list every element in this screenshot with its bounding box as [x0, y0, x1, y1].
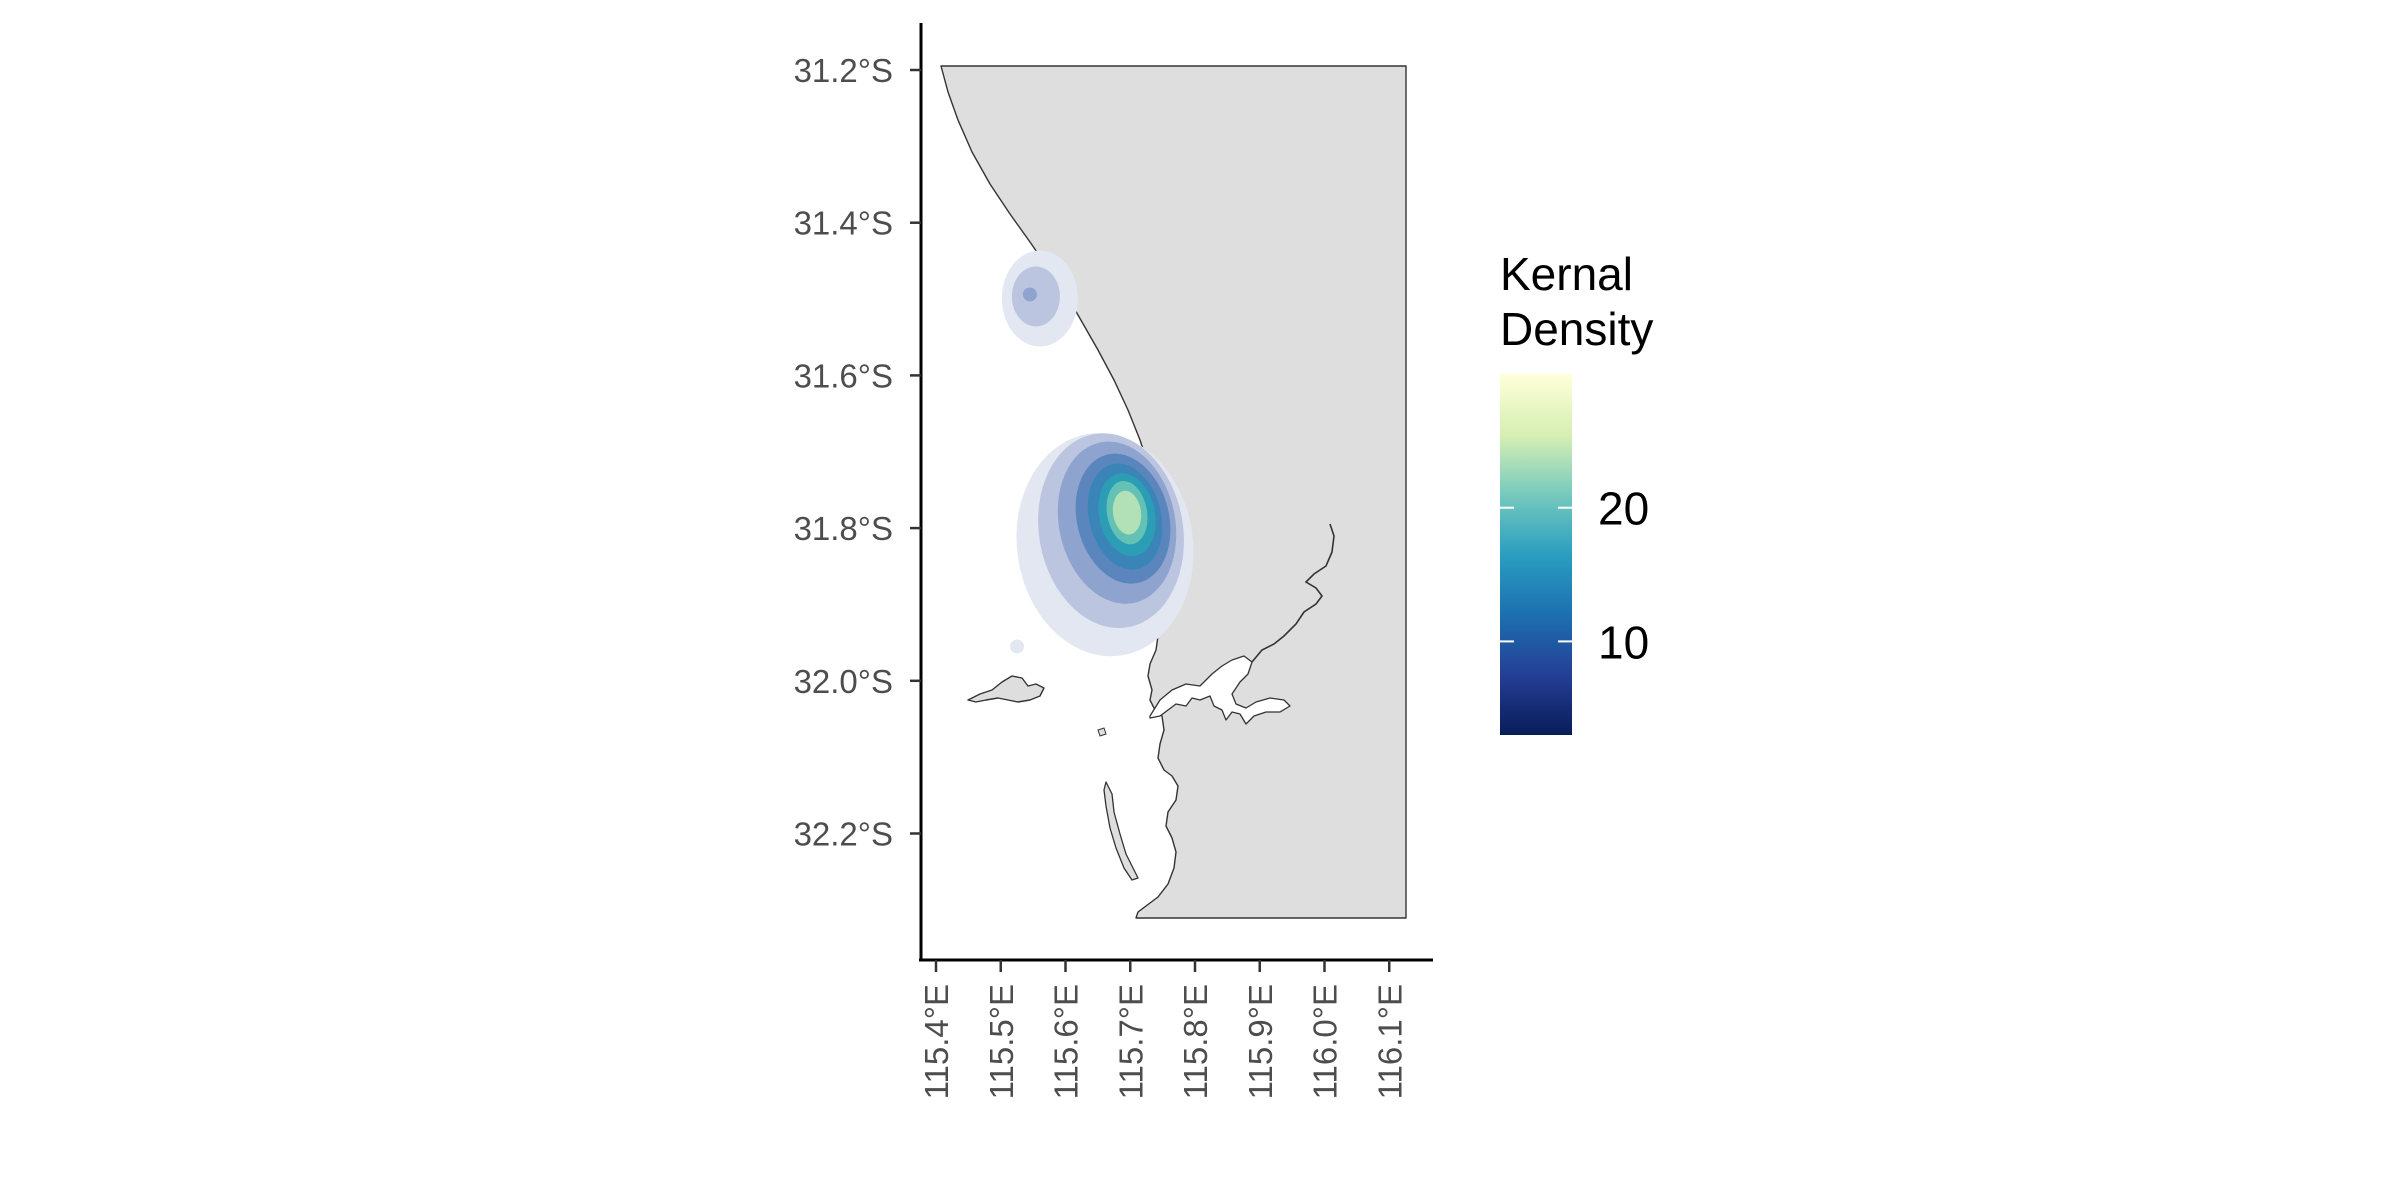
y-tick-label: 31.8°S: [794, 510, 893, 547]
y-tick-label: 32.0°S: [794, 663, 893, 700]
river-estuary: [1149, 655, 1291, 725]
x-tick-label: 115.8°E: [1177, 984, 1214, 1099]
x-tick-label: 116.1°E: [1371, 984, 1408, 1099]
density-contours: [1001, 250, 1194, 657]
legend-title-line2: Density: [1500, 303, 1653, 355]
y-tick-label: 32.2°S: [794, 816, 893, 853]
legend-colorbar: [1500, 374, 1572, 735]
legend-tick-label: 20: [1598, 483, 1649, 535]
river-channel: [1251, 523, 1335, 663]
x-tick-label: 115.6°E: [1048, 984, 1085, 1099]
density-contour: [1112, 490, 1142, 535]
x-tick-label: 115.9°E: [1242, 984, 1279, 1099]
rottnest-island: [967, 675, 1045, 703]
y-axis-ticks: 31.2°S 31.4°S 31.6°S 31.8°S 32.0°S 32.2°S: [794, 52, 921, 853]
y-tick-label: 31.2°S: [794, 52, 893, 89]
density-contour-peak: [1022, 287, 1037, 302]
density-contour-spot: [1009, 639, 1024, 654]
y-tick-label: 31.4°S: [794, 205, 893, 242]
x-axis-ticks: 115.4°E 115.5°E 115.6°E 115.7°E 115.8°E 115.9…: [918, 960, 1408, 1099]
garden-island: [1103, 781, 1139, 881]
legend-ticks: 10 20: [1500, 483, 1649, 668]
legend-tick-label: 10: [1598, 616, 1649, 668]
legend-title-line1: Kernal: [1500, 248, 1633, 300]
x-tick-label: 115.5°E: [983, 984, 1020, 1099]
carnac-island: [1097, 727, 1107, 737]
x-tick-label: 115.4°E: [918, 984, 955, 1099]
x-tick-label: 116.0°E: [1307, 984, 1344, 1099]
y-tick-label: 31.6°S: [794, 357, 893, 394]
x-tick-label: 115.7°E: [1112, 984, 1149, 1099]
